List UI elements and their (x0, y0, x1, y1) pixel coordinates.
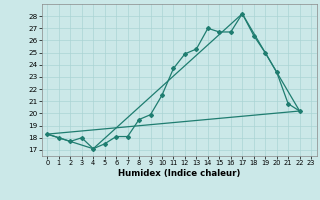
X-axis label: Humidex (Indice chaleur): Humidex (Indice chaleur) (118, 169, 240, 178)
